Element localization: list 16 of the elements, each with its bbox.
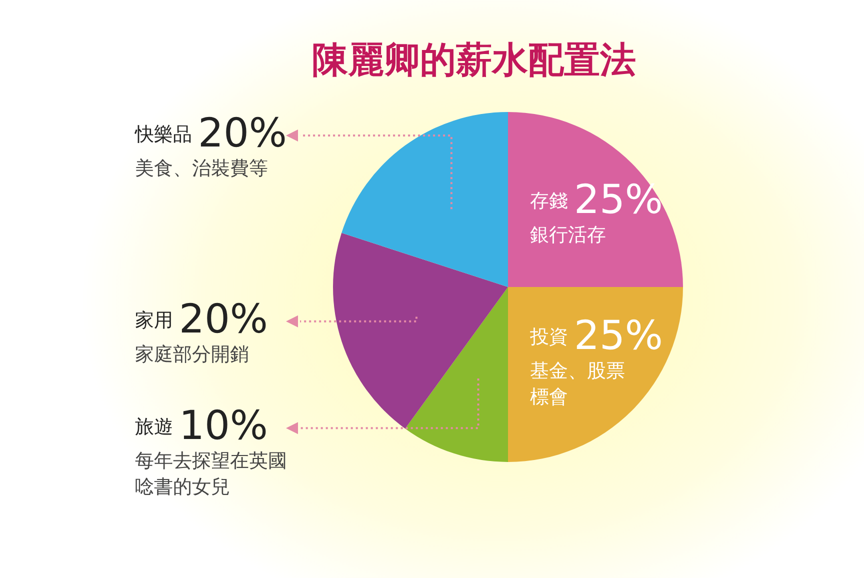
slice-label: 快樂品 [134,124,192,146]
text: 基金、股票標會 [530,360,625,408]
text: 每年去探望在英國唸書的女兒 [135,450,287,498]
data-label: 25% [574,313,663,360]
data-label: 25% [574,176,663,223]
slice-label: 投資 [529,326,568,348]
data-label: 20% [179,296,268,342]
chart-title: 陳麗卿的薪水配置法 [312,40,636,81]
data-label: 10% [179,403,268,450]
slice-label: 存錢 [530,190,568,212]
text: 美食、治裝費等 [135,158,268,180]
slice-label: 家用 [135,309,173,332]
slice-label: 旅遊 [135,416,173,438]
text: 銀行活存 [530,224,606,246]
text: 家庭部分開銷 [135,343,249,366]
data-label: 20% [198,110,287,156]
